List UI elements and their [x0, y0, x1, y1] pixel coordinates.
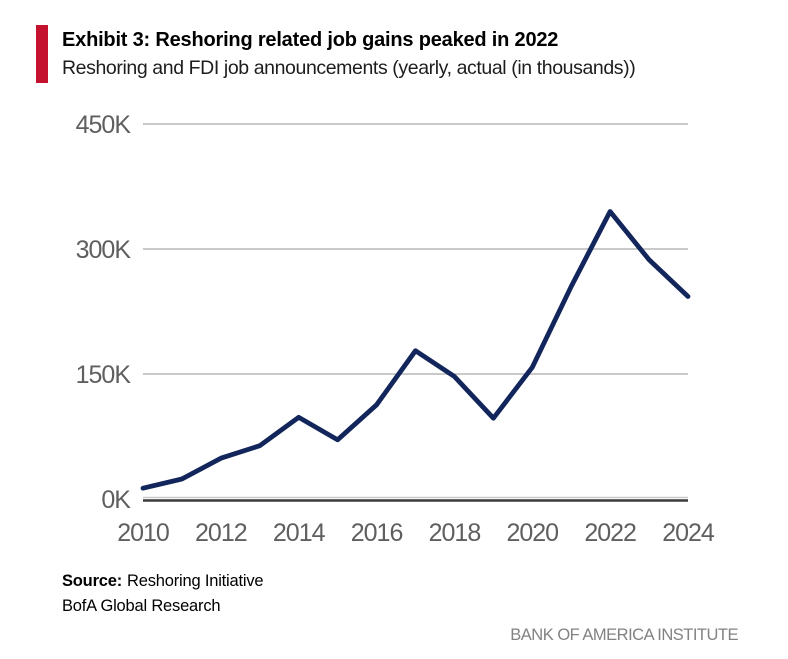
exhibit-accent-bar	[36, 25, 48, 83]
x-tick-label-2016: 2016	[351, 519, 403, 547]
y-tick-label-0K: 0K	[101, 486, 131, 514]
x-tick-label-2024: 2024	[662, 519, 715, 547]
source-note: Source: Reshoring Initiative BofA Global …	[62, 569, 264, 619]
source-line-1: Source: Reshoring Initiative	[62, 569, 264, 594]
institute-wordmark: BANK OF AMERICA INSTITUTE	[510, 626, 738, 644]
y-tick-label-450K: 450K	[76, 111, 132, 139]
x-tick-label-2022: 2022	[584, 519, 636, 547]
exhibit-subtitle: Reshoring and FDI job announcements (yea…	[62, 57, 636, 79]
source-name: Reshoring Initiative	[127, 572, 264, 590]
source-line-2: BofA Global Research	[62, 597, 221, 615]
x-tick-label-2018: 2018	[429, 519, 481, 547]
source-label: Source:	[62, 572, 123, 590]
y-tick-label-300K: 300K	[76, 236, 132, 264]
data-line-reshoring-fdi	[140, 209, 691, 491]
exhibit-title: Exhibit 3: Reshoring related job gains p…	[62, 29, 559, 51]
x-tick-label-2012: 2012	[195, 519, 247, 547]
y-tick-label-150K: 150K	[76, 361, 132, 389]
x-tick-label-2014: 2014	[273, 519, 326, 547]
x-tick-label-2020: 2020	[506, 519, 558, 547]
x-tick-label-2010: 2010	[117, 519, 169, 547]
